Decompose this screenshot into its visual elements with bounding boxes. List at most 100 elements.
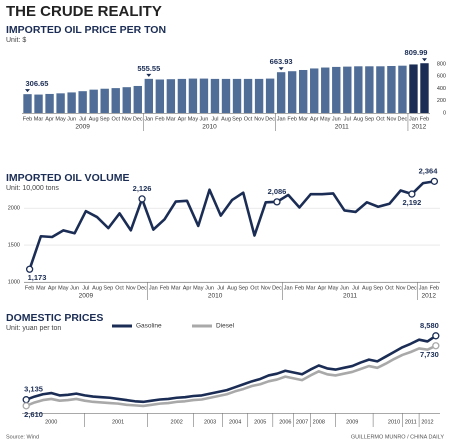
data-label: 2,364 (419, 166, 439, 175)
year-label: 2008 (313, 419, 325, 425)
bar (23, 94, 32, 113)
x-tick-label: Jan (144, 116, 153, 122)
source: Source: Wind (6, 434, 39, 440)
chart-heading: IMPORTED OIL PRICE PER TON (6, 24, 166, 36)
x-tick-label: Dec (133, 116, 143, 122)
x-tick-label: Mar (171, 285, 181, 291)
data-label: 663.93 (270, 57, 293, 66)
year-label: 2011 (335, 124, 349, 131)
y-tick-label: 2000 (8, 206, 20, 212)
x-tick-label: Oct (111, 116, 120, 122)
x-tick-label: Jun (200, 116, 209, 122)
bar (409, 64, 418, 113)
bar (343, 66, 352, 113)
data-label: 8,580 (420, 321, 439, 330)
x-tick-label: Feb (287, 116, 296, 122)
x-tick-label: Jan (409, 116, 418, 122)
x-tick-label: Jun (205, 285, 214, 291)
point-marker (432, 332, 440, 340)
x-tick-label: May (320, 116, 331, 122)
bar (243, 78, 253, 113)
year-label: 2001 (112, 419, 124, 425)
x-tick-label: Feb (155, 116, 164, 122)
unit-label: Unit: 10,000 tons (6, 185, 59, 192)
year-label: 2005 (254, 419, 266, 425)
x-tick-label: Nov (261, 285, 271, 291)
data-label: 2,192 (403, 198, 422, 207)
bar (210, 78, 220, 113)
line (28, 180, 435, 270)
bar (276, 72, 286, 113)
x-tick-label: Nov (122, 116, 132, 122)
y-tick-label: 0 (443, 110, 446, 116)
x-tick-label: Aug (92, 285, 102, 291)
x-tick-label: Jun (340, 285, 349, 291)
x-tick-label: Jul (217, 285, 224, 291)
bar (387, 65, 396, 113)
year-label: 2012 (421, 419, 433, 425)
x-tick-label: Aug (353, 116, 363, 122)
year-label: 2000 (45, 419, 57, 425)
data-label: 2,126 (133, 184, 152, 193)
x-tick-label: Jul (352, 285, 359, 291)
label-pointer (278, 67, 284, 71)
data-label: 7,730 (420, 350, 439, 359)
year-label: 2010 (388, 419, 400, 425)
x-tick-label: Oct (250, 285, 259, 291)
x-tick-label: Sep (364, 116, 374, 122)
y-tick-label: 1000 (8, 279, 20, 285)
x-tick-label: May (188, 116, 199, 122)
point-marker (22, 396, 30, 404)
x-tick-label: Apr (45, 116, 54, 122)
y-tick-label: 400 (437, 86, 446, 92)
x-tick-label: May (55, 116, 66, 122)
year-label: 2009 (346, 419, 358, 425)
bar (376, 66, 385, 113)
x-tick-label: Feb (23, 116, 32, 122)
x-tick-label: Dec (407, 285, 417, 291)
x-tick-label: Feb (430, 285, 439, 291)
credit: GUILLERMO MUNRO / CHINA DAILY (351, 434, 444, 440)
x-tick-label: Feb (25, 285, 34, 291)
x-tick-label: Jan (149, 285, 158, 291)
data-label: 2,610 (24, 410, 43, 419)
x-tick-label: Sep (103, 285, 113, 291)
unit-label: Unit: yuan per ton (6, 325, 61, 332)
bar (420, 63, 429, 113)
x-tick-label: Jun (332, 116, 341, 122)
data-label: 1,173 (28, 273, 47, 282)
bar (45, 93, 54, 113)
label-pointer (421, 58, 427, 62)
point-marker (408, 190, 416, 198)
year-label: 2012 (412, 124, 427, 131)
x-tick-label: Dec (398, 116, 408, 122)
x-tick-label: Nov (126, 285, 136, 291)
bar (122, 87, 131, 113)
year-label: 2004 (229, 419, 241, 425)
point-marker (430, 177, 439, 185)
x-tick-label: Dec (137, 285, 147, 291)
x-tick-label: Apr (178, 116, 187, 122)
bar (398, 65, 407, 113)
main-title: THE CRUDE REALITY (6, 3, 162, 20)
y-tick-label: 1500 (8, 243, 20, 249)
x-tick-label: Mar (166, 116, 176, 122)
point-marker (432, 342, 440, 350)
x-tick-label: Mar (298, 116, 308, 122)
bar (265, 78, 275, 113)
x-tick-label: Oct (115, 285, 124, 291)
x-tick-label: Aug (227, 285, 237, 291)
y-tick-label: 600 (437, 74, 446, 80)
x-tick-label: Nov (396, 285, 406, 291)
unit-label: Unit: $ (6, 37, 26, 44)
chart-heading: DOMESTIC PRICES (6, 312, 103, 324)
x-tick-label: Mar (36, 285, 46, 291)
bar (67, 92, 76, 113)
x-tick-label: Feb (295, 285, 304, 291)
bar (287, 71, 297, 113)
x-tick-label: Sep (238, 285, 248, 291)
bar (78, 91, 87, 113)
x-tick-label: Jan (277, 116, 286, 122)
x-tick-label: Jul (344, 116, 351, 122)
